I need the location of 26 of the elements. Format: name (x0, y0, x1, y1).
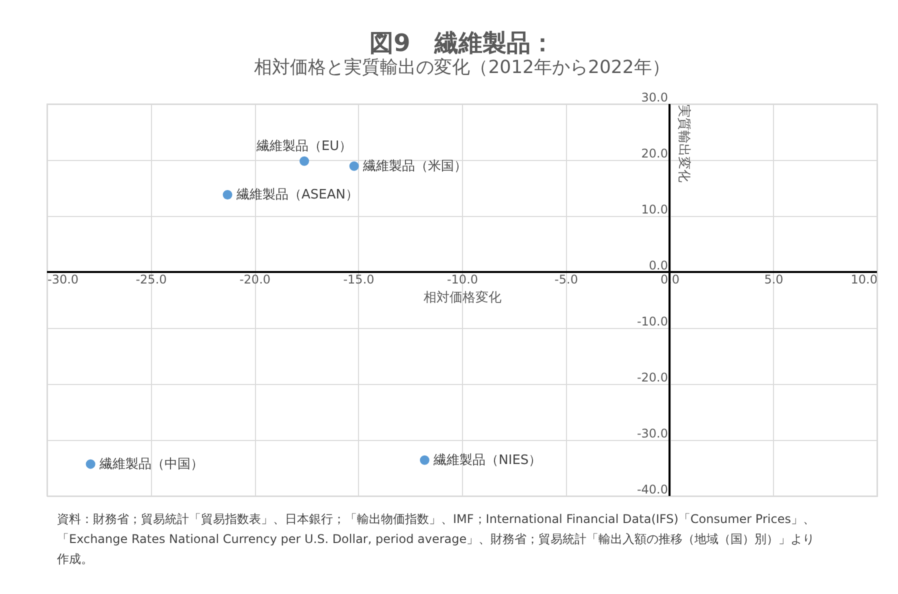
y-tick-label: 30.0 (641, 90, 668, 104)
y-tick-label: 20.0 (641, 146, 668, 160)
y-tick-label: 0.0 (648, 258, 668, 272)
x-tick-label: 5.0 (764, 272, 784, 286)
annotation: 繊維製品（EU） (255, 139, 352, 154)
annotation: 繊維製品（米国） (362, 159, 468, 174)
x-tick-label: -10.0 (446, 272, 478, 286)
x-tick-label: -30.0 (48, 272, 79, 286)
text: 資料：財務省；貿易統計「貿易指数表」、日本銀行；「輸出物価指数」、IMF；International Financial Data(IFS)「Consumer Prices」、「Exchange Rates National Currency per U.S. Dollar, period average」、財務省；貿易統計「輸出入額の推移（地域（国）別）」より作成。 (56, 512, 815, 566)
x-axis-title: 相対価格変化 (424, 290, 502, 306)
annotation: 繊維製品（NIES） (432, 453, 542, 468)
x-tick-label: -25.0 (136, 272, 167, 286)
y-axis-title: 実質輸出変化 (676, 104, 692, 182)
x-tick-label: 10.0 (850, 272, 878, 286)
annotation: 繊維製品（中国） (98, 457, 204, 472)
y-tick-label: -20.0 (636, 370, 668, 384)
y-tick-label: -30.0 (636, 426, 668, 440)
chart-title: 図9 繊維製品： (370, 29, 554, 57)
y-tick-label: -10.0 (636, 314, 668, 328)
x-tick-label: -5.0 (554, 272, 578, 286)
annotation: 繊維製品（ASEAN） (236, 188, 359, 203)
y-tick-label: -40.0 (636, 482, 668, 496)
x-tick-label: -15.0 (343, 272, 374, 286)
chart-subtitle: 相対価格と実質輸出の変化（2012年から2022年） (254, 57, 670, 78)
x-tick-label: -20.0 (239, 272, 271, 286)
y-tick-label: 10.0 (641, 202, 668, 216)
